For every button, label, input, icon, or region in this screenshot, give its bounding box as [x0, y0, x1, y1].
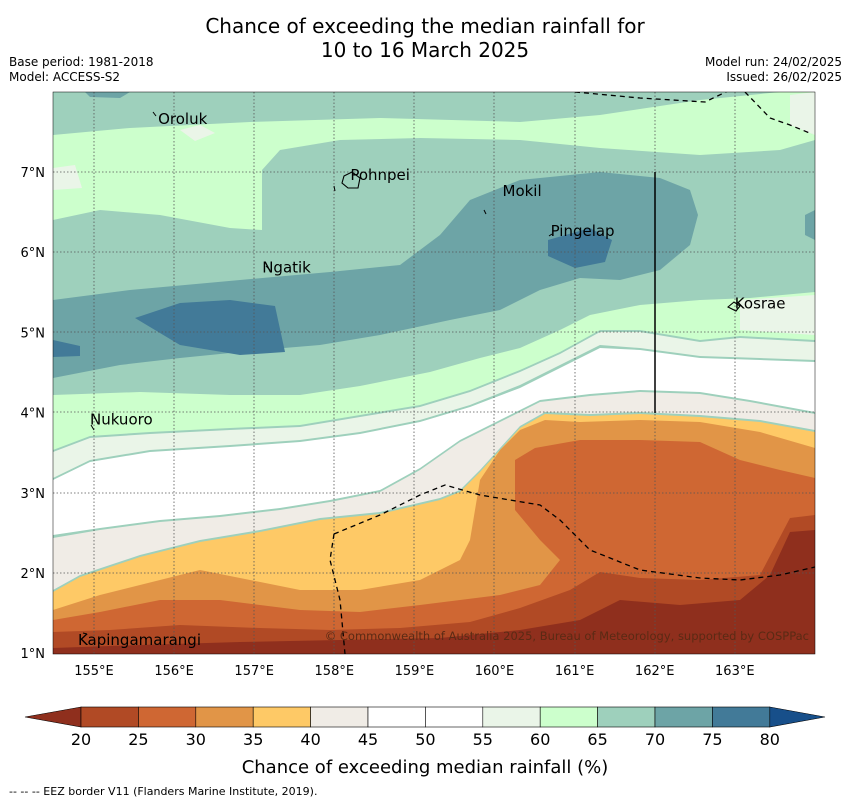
- model-run: Model run: 24/02/2025: [704, 55, 842, 69]
- lon-tick-label: 158°E: [315, 664, 355, 679]
- colorbar-tick-label: 50: [415, 730, 435, 749]
- meta-left: Base period: 1981-2018 Model: ACCESS-S2: [9, 55, 154, 85]
- region-below-20: [53, 530, 815, 654]
- lon-tick-label: 157°E: [234, 664, 274, 679]
- lon-tick-label: 159°E: [395, 664, 435, 679]
- colorbar-high-extend: [769, 706, 826, 728]
- region-55-60-oroluk: [180, 125, 215, 141]
- colorbar-segment: [712, 706, 771, 728]
- islands: [341, 171, 741, 312]
- title-line-2: 10 to 16 March 2025: [320, 38, 530, 62]
- title-line-1: Chance of exceeding the median rainfall …: [205, 14, 645, 38]
- region-55-60-kosrae: [740, 295, 815, 335]
- place-label-pingelap: Pingelap: [551, 222, 615, 240]
- colorbar-segment: [597, 706, 656, 728]
- place-label-kapingamarangi: Kapingamarangi: [78, 631, 201, 649]
- colorbar-tick-label: 30: [186, 730, 206, 749]
- place-label-kosrae: Kosrae: [735, 294, 786, 312]
- model-name: Model: ACCESS-S2: [9, 70, 121, 84]
- region-70-75-nw: [85, 92, 130, 98]
- map-title: Chance of exceeding the median rainfall …: [0, 14, 850, 62]
- colorbar-tick-label: 75: [702, 730, 722, 749]
- region-75-80-pingelap: [548, 228, 612, 268]
- place-label-mokil: Mokil: [503, 182, 542, 200]
- eez-borders: [329, 92, 815, 654]
- place-label-ngatik: Ngatik: [262, 258, 311, 276]
- colorbar-tick-label: 45: [358, 730, 378, 749]
- lon-tick-label: 161°E: [555, 664, 595, 679]
- region-60-65-south: [53, 292, 815, 450]
- meta-right: Model run: 24/02/2025 Issued: 26/02/2025: [705, 55, 842, 85]
- lon-tick-label: 163°E: [715, 664, 755, 679]
- lat-tick-label: 7°N: [21, 166, 46, 181]
- lon-tick-label: 162°E: [635, 664, 675, 679]
- lon-tick-label: 156°E: [154, 664, 194, 679]
- copyright-text: © Commonwealth of Australia 2025, Bureau…: [325, 629, 809, 643]
- colorbar-segment: [252, 706, 311, 728]
- lon-tick-label: 155°E: [74, 664, 114, 679]
- colorbar-tick-label: 65: [587, 730, 607, 749]
- eez-north: [574, 92, 728, 103]
- colorbar-tick-label: 40: [300, 730, 320, 749]
- region-75-80-west: [135, 300, 285, 355]
- lat-tick-label: 4°N: [21, 407, 46, 422]
- map-frame: [52, 91, 816, 655]
- colorbar-segment: [539, 706, 598, 728]
- colorbar-segment: [482, 706, 541, 728]
- colorbar-tick-label: 55: [473, 730, 493, 749]
- issued-date: Issued: 26/02/2025: [726, 70, 842, 84]
- graticule: [53, 92, 815, 654]
- eez-west: [329, 533, 346, 654]
- colorbar: 20 25 30 35 40 45 50 55 60 65 70 75 80 Chance of exc…: [24, 706, 826, 778]
- region-55-60-north: [53, 165, 82, 190]
- region-55-60-south: [53, 332, 815, 478]
- colorbar-label: Chance of exceeding median rainfall (%): [242, 757, 609, 778]
- colorbar-segment: [195, 706, 254, 728]
- colorbar-low-extend: [24, 706, 82, 728]
- lat-tick-label: 1°N: [21, 647, 46, 662]
- place-label-nukuoro: Nukuoro: [90, 411, 153, 429]
- colorbar-segment: [654, 706, 713, 728]
- colorbar-segment: [425, 706, 484, 728]
- latitude-labels: 7°N 6°N 5°N 4°N 3°N 2°N 1°N: [21, 166, 46, 662]
- region-75-80-edge: [53, 340, 80, 357]
- eez-northeast: [744, 92, 813, 135]
- place-label-oroluk: Oroluk: [158, 110, 207, 128]
- region-60-65-north: [53, 92, 815, 230]
- place-label-pohnpei: Pohnpei: [350, 166, 410, 184]
- region-55-60-ne: [790, 92, 815, 135]
- colorbar-segment: [138, 706, 197, 728]
- colorbar-tick-label: 80: [760, 730, 780, 749]
- footer-note: -- -- -- EEZ border V11 (Flanders Marine…: [9, 785, 318, 798]
- lat-tick-label: 2°N: [21, 567, 46, 582]
- colorbar-tick-label: 20: [71, 730, 91, 749]
- colorbar-tick-label: 25: [128, 730, 148, 749]
- longitude-labels: 155°E 156°E 157°E 158°E 159°E 160°E 161°E 162°E…: [74, 664, 754, 679]
- colorbar-segment: [80, 706, 139, 728]
- colorbar-segment: [367, 706, 426, 728]
- colorbar-segment: [310, 706, 369, 728]
- eez-south: [333, 484, 815, 581]
- region-45-55: [53, 348, 815, 535]
- base-period: Base period: 1981-2018: [9, 55, 154, 69]
- lat-tick-label: 6°N: [21, 246, 46, 261]
- region-40-45: [53, 392, 815, 590]
- region-70-75-east: [805, 210, 815, 240]
- lon-tick-label: 160°E: [475, 664, 515, 679]
- colorbar-tick-label: 60: [530, 730, 550, 749]
- pohnpei-island-icon: [341, 171, 361, 189]
- lat-tick-label: 5°N: [21, 326, 46, 341]
- atoll-marks: [82, 111, 553, 635]
- colorbar-tick-label: 70: [645, 730, 665, 749]
- colorbar-tick-label: 35: [243, 730, 263, 749]
- kosrae-island-icon: [727, 301, 741, 312]
- place-labels: Oroluk Pohnpei Mokil Pingelap Ngatik Kosrae Nu…: [78, 110, 785, 649]
- probability-map: [53, 92, 815, 654]
- lat-tick-label: 3°N: [21, 487, 46, 502]
